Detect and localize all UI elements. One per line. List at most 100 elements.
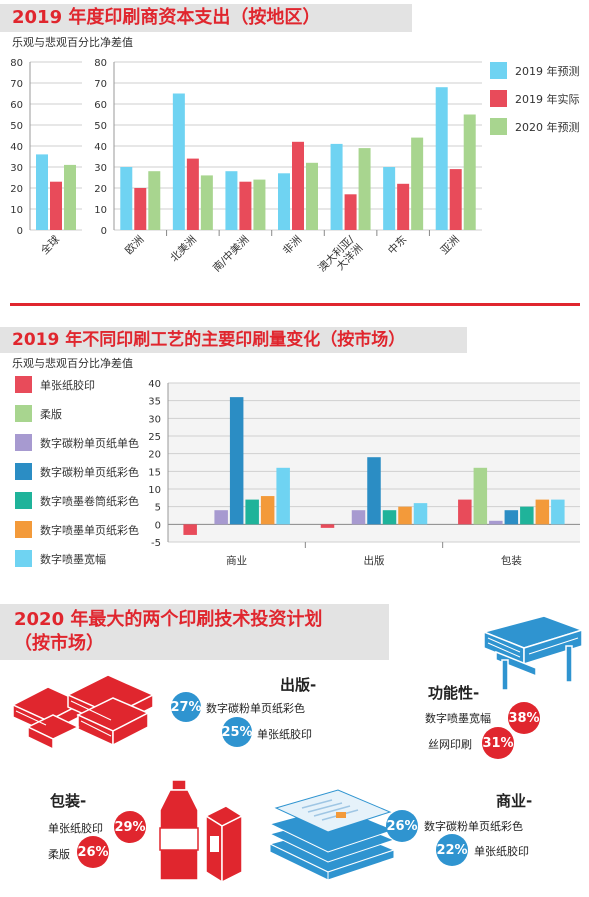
market-publishing-title: 出版-: [280, 676, 317, 694]
bar: [278, 173, 290, 230]
bar: [504, 510, 519, 525]
pct-badge: 29%: [114, 811, 146, 843]
bar: [214, 510, 228, 525]
bar: [320, 524, 335, 528]
pct-badge: 26%: [77, 836, 109, 868]
y-tick-label: 10: [148, 485, 161, 496]
legend-label: 柔版: [40, 407, 62, 421]
x-tick-label-group: 澳大利亚/大洋洲: [315, 233, 365, 275]
legend-item: 柔版: [15, 405, 62, 422]
y-tick-label: 20: [10, 184, 23, 195]
item-label: 单张纸胶印: [474, 845, 529, 858]
y-tick-label: 30: [94, 163, 107, 174]
bar: [134, 188, 147, 230]
y-tick-label: 70: [10, 79, 23, 90]
legend-item: 数字喷墨宽幅: [15, 550, 106, 567]
bar: [306, 162, 318, 230]
item-label: 柔版: [48, 848, 70, 861]
y-tick-label: 40: [94, 142, 107, 153]
bar: [172, 93, 185, 230]
bar: [551, 499, 565, 525]
legend-label: 数字喷墨宽幅: [40, 552, 106, 566]
legend-item: 数字喷墨卷筒纸彩色: [15, 492, 139, 509]
bar: [535, 499, 550, 525]
legend-swatch: [15, 405, 32, 422]
y-tick-label: 0: [155, 520, 161, 531]
pct-badge: 26%: [386, 810, 418, 842]
legend-label: 数字碳粉单页纸单色: [40, 436, 139, 450]
chart-global-capex: 0 10 20 30 40 50 60 70 80 全球: [10, 58, 82, 257]
bar: [397, 183, 410, 230]
legend-swatch: [15, 463, 32, 480]
x-tick-label: 亚洲: [439, 234, 462, 257]
wide-format-printer-icon: [481, 615, 585, 691]
y-tick-label: 40: [148, 379, 161, 390]
legend-label: 2019 年实际: [515, 92, 580, 106]
legend-label: 数字喷墨单页纸彩色: [40, 523, 139, 537]
bar: [489, 520, 503, 525]
x-tick-label: 中东: [385, 233, 409, 257]
bar: [36, 154, 48, 230]
item-label: 单张纸胶印: [257, 728, 312, 741]
legend-swatch: [15, 521, 32, 538]
paper-stack-icon: [268, 789, 396, 881]
x-tick-label: 包装: [501, 554, 522, 567]
bar: [253, 179, 266, 230]
x-tick-label: 商业: [226, 554, 247, 567]
section1-subtitle: 乐观与悲观百分比净差值: [12, 36, 133, 49]
chart-print-volume: -5 0 5 10 15 20 25 30 35 40 商业 出版 包装: [148, 379, 580, 567]
y-tick-label: 30: [148, 414, 161, 425]
bar: [383, 167, 396, 230]
bar: [50, 181, 62, 230]
bar: [183, 524, 197, 535]
bar: [367, 457, 381, 525]
pct-badge: 22%: [436, 834, 468, 866]
bar: [229, 397, 244, 525]
bar: [413, 503, 428, 525]
x-tick-label: 欧洲: [123, 234, 146, 257]
legend-print-process: 单张纸胶印柔版数字碳粉单页纸单色数字碳粉单页纸彩色数字喷墨卷筒纸彩色 数字喷墨单页…: [15, 376, 165, 576]
pct-badge: 38%: [508, 702, 540, 734]
bar: [260, 496, 275, 525]
y-tick-label: 0: [17, 226, 23, 237]
legend-item: 数字碳粉单页纸单色: [15, 434, 139, 451]
y-tick-label: 40: [10, 142, 23, 153]
x-tick-label-group: 北美洲: [168, 233, 199, 264]
y-tick-label: 60: [10, 100, 23, 111]
bar: [120, 167, 133, 230]
item-label: 数字喷墨宽幅: [425, 712, 491, 725]
bar: [463, 114, 476, 230]
bar: [276, 467, 290, 525]
y-tick-label: 35: [148, 397, 161, 408]
bar: [358, 148, 371, 230]
legend-swatch: [490, 90, 507, 107]
y-tick-label: 70: [94, 79, 107, 90]
legend-swatch: [15, 550, 32, 567]
y-tick-label: 0: [101, 226, 107, 237]
section3-title-line1: 2020 年最大的两个印刷技术投资计划: [14, 609, 323, 630]
bar: [520, 506, 534, 525]
y-tick-label: 60: [94, 100, 107, 111]
bar: [148, 171, 161, 230]
item-label: 丝网印刷: [428, 738, 472, 751]
x-tick-label: 北美洲: [168, 233, 199, 264]
legend-label: 数字喷墨卷筒纸彩色: [40, 494, 139, 508]
x-tick-label: 出版: [364, 554, 385, 567]
x-tick-label-group: 全球: [38, 233, 62, 257]
pct-badge: 25%: [221, 717, 253, 747]
y-tick-label: 25: [148, 432, 161, 443]
section2-title: 2019 年不同印刷工艺的主要印刷量变化（按市场）: [0, 327, 467, 353]
legend-label: 2019 年预测: [515, 64, 580, 78]
legend-item: 2019 年实际: [490, 90, 580, 107]
legend-item: 单张纸胶印: [15, 376, 95, 393]
x-tick-label-group: 欧洲: [123, 234, 146, 257]
bar: [225, 171, 238, 230]
legend-item: 数字碳粉单页纸彩色: [15, 463, 139, 480]
legend-label: 2020 年预测: [515, 120, 580, 134]
y-tick-label: 80: [10, 58, 23, 69]
market-functional-title: 功能性-: [428, 684, 480, 702]
item-label: 单张纸胶印: [48, 822, 103, 835]
books-icon: [11, 674, 155, 751]
bar: [458, 499, 472, 525]
x-tick-label-group: 亚洲: [439, 234, 462, 257]
